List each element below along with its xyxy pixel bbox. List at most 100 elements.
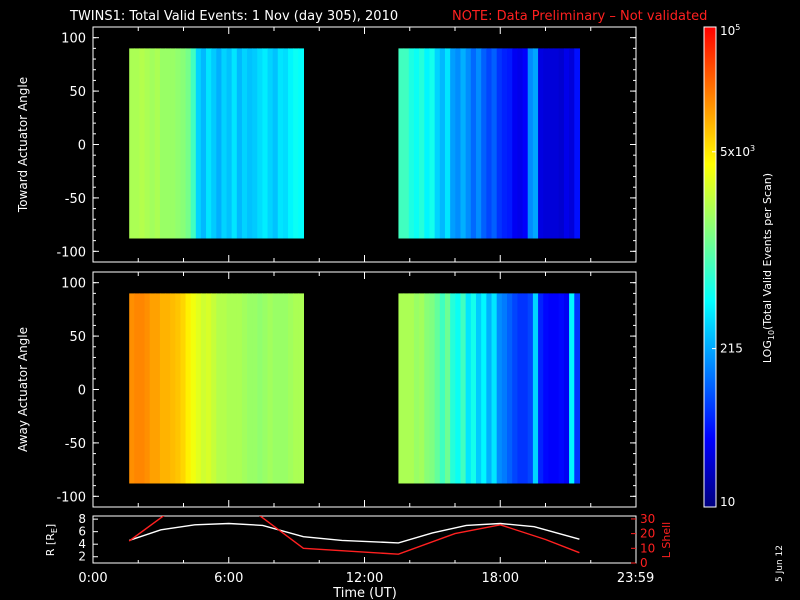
toward-heat-column bbox=[236, 48, 243, 239]
away-heat-column bbox=[272, 293, 279, 484]
away-ytick-label: 50 bbox=[69, 330, 86, 345]
xtick-label: 0:00 bbox=[78, 571, 107, 586]
toward-heat-column bbox=[195, 48, 202, 239]
toward-heat-column bbox=[262, 48, 269, 239]
away-heat-column bbox=[548, 293, 555, 484]
away-heat-column bbox=[134, 293, 141, 484]
away-heat-column bbox=[424, 293, 431, 484]
toward-heat-column bbox=[206, 48, 212, 239]
away-heat-column bbox=[190, 293, 197, 484]
away-heat-column bbox=[496, 293, 503, 484]
away-ytick-label: 0 bbox=[78, 384, 86, 399]
toward-heat-column bbox=[558, 48, 565, 239]
away-ytick-label: -50 bbox=[65, 437, 86, 452]
orbit-ytick-label: 4 bbox=[78, 537, 86, 551]
colorbar-tick-label: 10 bbox=[720, 495, 735, 509]
colorbar-tick-label: 5x103 bbox=[720, 144, 755, 159]
toward-segment-1 bbox=[129, 48, 305, 239]
away-heat-column bbox=[491, 293, 498, 484]
away-ytick-label: -100 bbox=[56, 490, 86, 505]
toward-ytick-label: -50 bbox=[65, 192, 86, 207]
toward-heat-column bbox=[170, 48, 176, 239]
away-heat-column bbox=[216, 293, 223, 484]
toward-heat-column bbox=[129, 48, 135, 239]
away-heat-column bbox=[507, 293, 513, 484]
away-heat-column bbox=[465, 293, 472, 484]
away-heat-column bbox=[262, 293, 269, 484]
toward-ytick-label: 0 bbox=[78, 139, 86, 154]
toward-heat-column bbox=[424, 48, 431, 239]
toward-heat-column bbox=[413, 48, 420, 239]
toward-ytick-label: 50 bbox=[69, 85, 86, 100]
orbit-ytick-label: 6 bbox=[78, 525, 86, 539]
away-heat-column bbox=[236, 293, 243, 484]
away-heat-column bbox=[408, 293, 415, 484]
away-heat-column bbox=[532, 293, 539, 484]
away-heat-column bbox=[180, 293, 187, 484]
away-heat-column bbox=[226, 293, 233, 484]
away-heat-column bbox=[574, 293, 581, 484]
colorbar-tick-label: 215 bbox=[720, 342, 743, 356]
away-heat-column bbox=[522, 293, 529, 484]
away-heat-column bbox=[517, 293, 524, 484]
away-heat-column bbox=[165, 293, 171, 484]
toward-heat-column bbox=[517, 48, 524, 239]
away-heat-column bbox=[512, 293, 518, 484]
toward-heat-column bbox=[252, 48, 258, 239]
away-heat-column bbox=[569, 293, 575, 484]
orbit-frame bbox=[92, 515, 637, 564]
away-heat-column bbox=[398, 293, 405, 484]
toward-heat-column bbox=[543, 48, 550, 239]
colorbar-label: LOG10(Total Valid Events per Scan) bbox=[761, 173, 776, 363]
away-heat-column bbox=[129, 293, 135, 484]
away-heat-column bbox=[185, 293, 192, 484]
toward-heat-column bbox=[200, 48, 207, 239]
away-heat-column bbox=[527, 293, 534, 484]
away-heat-column bbox=[553, 293, 560, 484]
away-heat-column bbox=[175, 293, 182, 484]
away-heat-column bbox=[252, 293, 258, 484]
toward-heat-column bbox=[185, 48, 192, 239]
toward-heat-column bbox=[134, 48, 141, 239]
date-stamp: 5 Jun 12 bbox=[775, 545, 785, 582]
away-heat-column bbox=[154, 293, 161, 484]
away-heat-column bbox=[439, 293, 446, 484]
away-heat-column bbox=[267, 293, 274, 484]
away-ytick-label: 100 bbox=[61, 277, 86, 292]
away-heat-column bbox=[476, 293, 482, 484]
away-heatmap-panel: 100 50 0 -50 -100 Away Actuator Angle bbox=[16, 271, 637, 508]
toward-heat-column bbox=[563, 48, 570, 239]
toward-heat-column bbox=[247, 48, 253, 239]
toward-heat-column bbox=[476, 48, 482, 239]
toward-heat-column bbox=[175, 48, 182, 239]
toward-heat-column bbox=[211, 48, 217, 239]
away-heat-column bbox=[470, 293, 477, 484]
away-heat-column bbox=[413, 293, 420, 484]
away-heat-column bbox=[170, 293, 176, 484]
chart-title: TWINS1: Total Valid Events: 1 Nov (day 3… bbox=[69, 9, 398, 24]
away-heat-column bbox=[200, 293, 207, 484]
away-heat-column bbox=[149, 293, 156, 484]
toward-heat-column bbox=[496, 48, 503, 239]
toward-ytick-label: 100 bbox=[61, 32, 86, 47]
toward-ylabel: Toward Actuator Angle bbox=[16, 77, 30, 213]
toward-heat-column bbox=[491, 48, 498, 239]
toward-heat-column bbox=[460, 48, 467, 239]
orbit-y2tick-label: 0 bbox=[640, 556, 648, 570]
toward-heat-column bbox=[139, 48, 146, 239]
orbit-y2label: L Shell bbox=[660, 522, 673, 558]
away-heat-column bbox=[211, 293, 217, 484]
toward-heat-column bbox=[298, 48, 305, 239]
toward-heat-column bbox=[522, 48, 529, 239]
toward-heat-column bbox=[398, 48, 405, 239]
toward-heat-column bbox=[159, 48, 166, 239]
orbit-y2tick-label: 10 bbox=[640, 541, 655, 555]
away-heat-column bbox=[486, 293, 493, 484]
away-heat-column bbox=[501, 293, 508, 484]
toward-heat-column bbox=[501, 48, 508, 239]
away-heat-column bbox=[460, 293, 467, 484]
toward-ytick-label: -100 bbox=[56, 245, 86, 260]
